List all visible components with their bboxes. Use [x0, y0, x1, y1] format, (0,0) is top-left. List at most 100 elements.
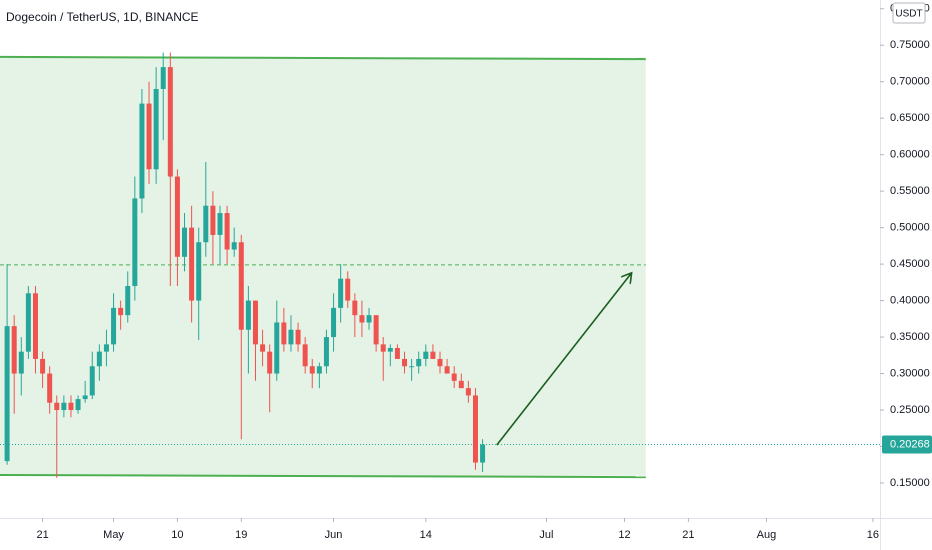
- y-tick-label: 0.45000: [890, 258, 930, 270]
- y-tick-label: 0.30000: [890, 367, 930, 379]
- candle-body: [196, 242, 202, 301]
- candle-body: [210, 205, 216, 235]
- candle-body: [394, 348, 400, 359]
- plot-area: [0, 52, 880, 479]
- candle-body: [345, 278, 351, 301]
- y-tick-label: 0.70000: [890, 76, 930, 88]
- candle-body: [437, 358, 443, 367]
- x-tick-label: 19: [235, 529, 247, 541]
- candle-body: [11, 326, 17, 374]
- candle-body: [323, 337, 329, 367]
- candle-body: [160, 67, 166, 90]
- candle-body: [451, 373, 457, 381]
- candle-body: [238, 242, 244, 330]
- x-tick-label: 10: [171, 529, 183, 541]
- candle-body: [40, 358, 46, 374]
- y-tick-label: 0.35000: [890, 331, 930, 343]
- candle-body: [338, 278, 344, 308]
- candle-body: [25, 293, 31, 352]
- x-tick-label: 21: [682, 529, 694, 541]
- candle-body: [281, 322, 287, 345]
- x-tick-label: 16: [867, 529, 879, 541]
- candle-body: [359, 315, 365, 323]
- x-tick-label: Jul: [539, 529, 553, 541]
- candle-body: [302, 344, 308, 367]
- y-tick-label: 0.60000: [890, 149, 930, 161]
- candle-body: [465, 388, 471, 396]
- candle-body: [167, 67, 173, 177]
- candle-body: [274, 322, 280, 374]
- x-tick-label: May: [103, 529, 124, 541]
- candle-body: [267, 351, 273, 374]
- candle-body: [89, 366, 95, 396]
- candle-body: [309, 366, 315, 374]
- y-tick-label: 0.15000: [890, 477, 930, 489]
- candle-body: [111, 307, 117, 345]
- candle-body: [402, 358, 408, 367]
- channel-bottom-line: [0, 473, 646, 479]
- candle-body: [4, 326, 10, 462]
- candle-body: [416, 358, 422, 367]
- candle-body: [118, 307, 124, 316]
- candle-body: [32, 293, 38, 359]
- y-tick-label: 0.40000: [890, 294, 930, 306]
- y-tick-label: 0.75000: [890, 39, 930, 51]
- y-tick-label: 0.25000: [890, 404, 930, 416]
- axes: 0.150000.200000.250000.300000.350000.400…: [36, 2, 932, 541]
- candle-body: [331, 307, 337, 338]
- y-tick-label: 0.55000: [890, 185, 930, 197]
- candle-body: [189, 227, 195, 301]
- candle-body: [125, 285, 131, 316]
- candle-body: [316, 366, 322, 374]
- candle-body: [480, 444, 486, 463]
- candle-body: [472, 395, 478, 463]
- candle-body: [231, 242, 237, 250]
- candle-body: [96, 351, 102, 367]
- candle-body: [75, 399, 81, 411]
- candle-body: [458, 380, 464, 389]
- currency-box: [892, 2, 926, 24]
- channel-rectangle: [0, 57, 646, 476]
- chart-title: Dogecoin / TetherUS, 1D, BINANCE: [6, 10, 199, 24]
- candle-body: [409, 366, 415, 368]
- candle-body: [380, 344, 386, 352]
- candle-body: [103, 344, 109, 352]
- currency-label: USDT: [895, 9, 922, 20]
- x-tick-label: Jun: [325, 529, 343, 541]
- candle-body: [82, 395, 88, 400]
- x-tick-label: 21: [36, 529, 48, 541]
- candle-body: [444, 366, 450, 374]
- candle-body: [139, 103, 145, 199]
- candle-body: [146, 103, 152, 170]
- candle-body: [61, 402, 67, 411]
- last-price-label: 0.20268: [890, 438, 930, 450]
- y-tick-label: 0.65000: [890, 112, 930, 124]
- candle-body: [252, 300, 258, 345]
- candle-body: [18, 351, 24, 374]
- candle-body: [174, 176, 180, 257]
- y-tick-label: 0.50000: [890, 222, 930, 234]
- candle-body: [47, 373, 53, 403]
- candle-body: [387, 348, 393, 352]
- candle-body: [132, 198, 138, 286]
- last-price-box: [882, 435, 932, 454]
- candle-body: [295, 329, 301, 345]
- candle-body: [373, 315, 379, 345]
- x-tick-label: Aug: [757, 529, 777, 541]
- candle-body: [203, 205, 209, 243]
- arrow: [496, 273, 632, 446]
- candle-body: [153, 89, 159, 170]
- candle-body: [217, 213, 223, 235]
- x-tick-label: 12: [618, 529, 630, 541]
- candle-body: [430, 351, 436, 359]
- candle-body: [224, 213, 230, 250]
- candle-body: [68, 402, 74, 411]
- candle-body: [423, 351, 429, 359]
- candle-body: [245, 300, 251, 330]
- candle-body: [54, 402, 60, 411]
- candle-body: [352, 300, 358, 316]
- x-tick-label: 14: [420, 529, 432, 541]
- candle-body: [182, 227, 188, 257]
